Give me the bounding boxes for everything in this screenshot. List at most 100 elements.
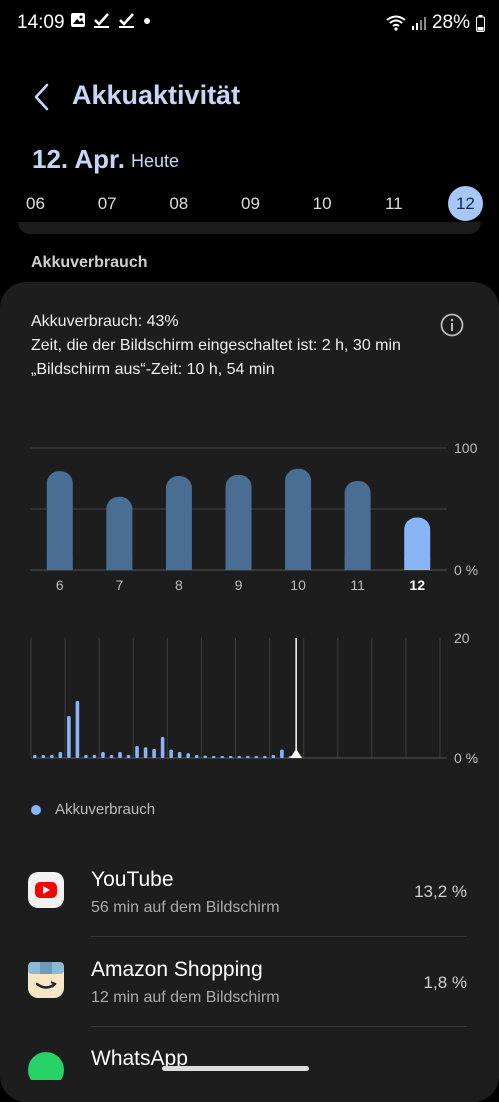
usage-summary: Akkuverbrauch: 43% Zeit, die der Bildsch… <box>31 310 401 382</box>
day-bar-base-8 <box>165 558 192 570</box>
app-percent: 13,2 % <box>414 882 467 901</box>
day-12-selected[interactable]: 12 <box>447 186 483 221</box>
more-notifications-dot-icon <box>144 18 150 24</box>
app-name: YouTube <box>91 868 174 891</box>
hour-x-tick-0: 0 <box>31 767 39 770</box>
hour-bar-24 <box>237 756 242 758</box>
hour-bar-9 <box>109 755 114 758</box>
hour-y-tick-max: 20 <box>454 630 470 646</box>
day-bar-10 <box>285 468 312 570</box>
hour-bar-0 <box>33 755 37 758</box>
x-tick-12: 12 <box>409 577 425 593</box>
battery-charts: 100 0 % 6 7 8 9 10 11 12 20 0 % 0 12 <box>30 440 478 770</box>
hour-bar-6 <box>84 755 88 758</box>
day-bar-base-9 <box>225 558 252 570</box>
day-bar-base-10 <box>285 558 312 570</box>
amazon-icon <box>28 962 64 998</box>
x-tick-11: 11 <box>350 577 365 593</box>
task-done-icon <box>94 13 109 28</box>
hour-bar-22 <box>220 756 225 758</box>
gallery-icon <box>71 13 85 27</box>
day-08[interactable]: 08 <box>169 193 189 213</box>
day-selector: 06 07 08 09 10 11 12 <box>18 186 483 221</box>
day-bar-base-7 <box>106 558 133 570</box>
page-title: Akkuaktivität <box>72 80 241 110</box>
back-arrow-icon[interactable] <box>30 80 54 114</box>
current-time-marker <box>290 749 303 758</box>
info-icon[interactable] <box>440 313 464 337</box>
battery-icon <box>476 14 485 32</box>
hour-bar-15 <box>160 737 165 758</box>
list-divider <box>91 1026 467 1027</box>
app-percent: 1,8 % <box>423 973 467 992</box>
hour-bar-1 <box>41 755 46 758</box>
day-07[interactable]: 07 <box>97 193 117 213</box>
day-bar-base-12 <box>404 558 431 570</box>
y-tick-min: 0 % <box>454 562 478 578</box>
app-row-amazon[interactable]: Amazon Shopping 12 min auf dem Bildschir… <box>0 937 499 1027</box>
hour-bar-21 <box>211 756 216 758</box>
hour-bar-23 <box>228 756 233 758</box>
date-strip-edge <box>18 222 481 234</box>
x-tick-7: 7 <box>115 577 123 593</box>
navigation-handle[interactable] <box>162 1066 309 1071</box>
app-row-whatsapp[interactable]: WhatsApp <box>0 1027 499 1080</box>
y-tick-max: 100 <box>454 440 478 456</box>
battery-percent: 28% <box>431 12 470 33</box>
hour-bar-25 <box>246 756 250 758</box>
legend-label: Akkuverbrauch <box>55 801 156 818</box>
status-notification-icons <box>70 12 151 28</box>
app-name: Amazon Shopping <box>91 958 263 981</box>
x-tick-10: 10 <box>290 577 306 593</box>
hour-bar-5 <box>75 701 80 758</box>
list-divider <box>91 936 467 937</box>
app-name: WhatsApp <box>91 1047 188 1070</box>
screen-off-time: „Bildschirm aus“-Zeit: 10 h, 54 min <box>31 361 275 378</box>
hour-bar-3 <box>58 752 63 758</box>
hour-bar-18 <box>186 753 190 758</box>
day-bar-base-11 <box>344 558 371 570</box>
signal-icon <box>411 17 426 30</box>
hour-bar-14 <box>152 749 156 758</box>
hour-bar-19 <box>194 755 199 758</box>
hour-bar-10 <box>118 752 122 758</box>
hour-bar-8 <box>101 752 105 758</box>
day-bar-6 <box>46 471 73 570</box>
hour-bar-12 <box>135 746 139 758</box>
hour-bar-13 <box>143 747 148 758</box>
day-06[interactable]: 06 <box>26 193 45 213</box>
day-10[interactable]: 10 <box>312 193 332 213</box>
hour-bar-27 <box>263 756 267 758</box>
hour-bar-29 <box>280 749 284 758</box>
hour-bar-11 <box>126 755 131 758</box>
x-tick-6: 6 <box>56 577 64 593</box>
hour-bar-28 <box>271 755 276 758</box>
today-label: Heute <box>131 151 180 171</box>
wifi-icon <box>386 15 406 31</box>
hour-bar-16 <box>169 749 173 758</box>
app-detail: 12 min auf dem Bildschirm <box>91 989 280 1006</box>
status-system-icons: 28% <box>386 12 485 34</box>
hour-bar-4 <box>67 716 71 758</box>
day-11[interactable]: 11 <box>384 193 403 213</box>
day-bar-12 <box>404 517 431 570</box>
day-bar-base-6 <box>46 558 73 570</box>
day-bar-9 <box>225 474 252 570</box>
battery-usage-card <box>0 282 499 1102</box>
x-tick-9: 9 <box>235 577 243 593</box>
legend-dot <box>31 805 41 815</box>
whatsapp-icon <box>28 1052 64 1080</box>
hour-bar-17 <box>177 752 182 758</box>
day-bar-11 <box>344 480 371 570</box>
app-row-youtube[interactable]: YouTube 56 min auf dem Bildschirm 13,2 % <box>0 845 499 935</box>
selected-date: 12. Apr. <box>32 144 125 174</box>
hour-bar-7 <box>92 755 97 758</box>
screen-on-time: Zeit, die der Bildschirm eingeschaltet i… <box>31 337 401 354</box>
section-label: Akkuverbrauch <box>31 254 148 271</box>
task-done-icon-2 <box>119 13 134 28</box>
status-time: 14:09 <box>17 12 65 33</box>
hour-bar-2 <box>50 755 54 758</box>
youtube-icon <box>28 872 64 908</box>
day-09[interactable]: 09 <box>241 193 260 213</box>
x-tick-8: 8 <box>175 577 183 593</box>
